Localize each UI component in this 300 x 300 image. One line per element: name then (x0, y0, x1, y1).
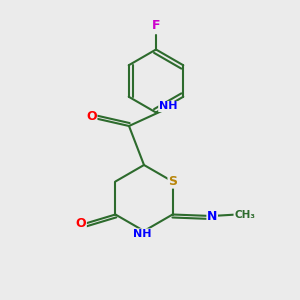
Text: N: N (207, 209, 217, 223)
Text: O: O (86, 110, 97, 124)
Text: NH: NH (159, 101, 177, 112)
Text: NH: NH (133, 229, 152, 239)
Text: S: S (168, 175, 177, 188)
Text: F: F (152, 19, 160, 32)
Text: CH₃: CH₃ (234, 209, 255, 220)
Text: O: O (76, 217, 86, 230)
